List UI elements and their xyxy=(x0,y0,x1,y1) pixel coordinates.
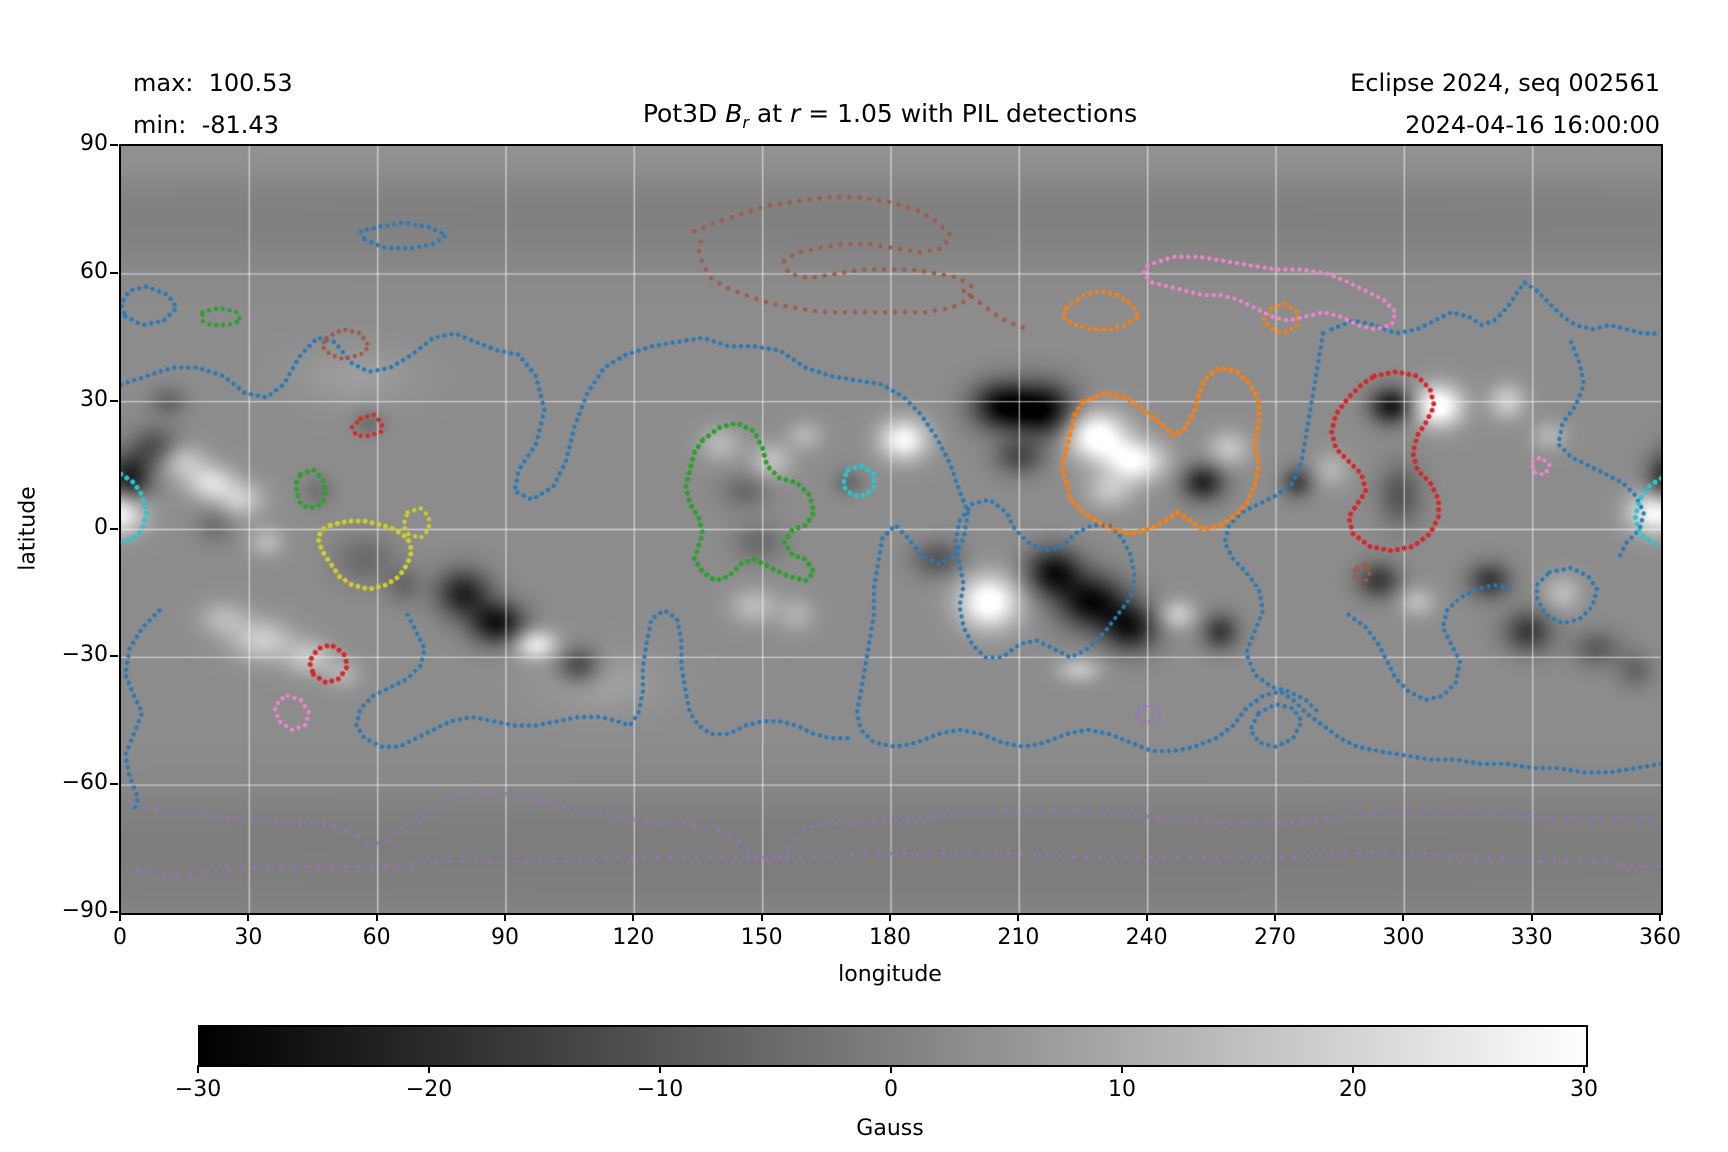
x-tick-label: 60 xyxy=(362,925,391,950)
title-r-variable: r xyxy=(790,99,801,128)
y-tick-label: −60 xyxy=(61,770,108,796)
colorbar xyxy=(198,1025,1588,1067)
colorbar-tick-label: −20 xyxy=(405,1077,453,1102)
annotation-min: min: -81.43 xyxy=(133,111,279,139)
y-tick-mark xyxy=(110,271,118,274)
colorbar-tick-label: 30 xyxy=(1570,1077,1598,1102)
colorbar-tick-label: −10 xyxy=(636,1077,684,1102)
title-mid: at xyxy=(748,99,790,128)
colorbar-tick-mark xyxy=(1352,1065,1354,1073)
y-tick-mark xyxy=(110,783,118,786)
colorbar-tick-mark xyxy=(428,1065,430,1073)
x-axis-label: longitude xyxy=(838,962,942,987)
x-tick-mark xyxy=(1017,913,1020,921)
x-tick-label: 360 xyxy=(1639,925,1681,950)
colorbar-tick-mark xyxy=(197,1065,199,1073)
x-tick-mark xyxy=(632,913,635,921)
x-tick-mark xyxy=(119,913,121,921)
colorbar-tick-mark xyxy=(1121,1065,1123,1073)
y-tick-mark xyxy=(110,655,118,658)
colorbar-tick-mark xyxy=(1583,1065,1585,1073)
plot-title: Pot3D Br at r = 1.05 with PIL detections xyxy=(120,99,1660,132)
x-tick-label: 30 xyxy=(234,925,263,950)
colorbar-label: Gauss xyxy=(856,1116,924,1141)
x-tick-label: 270 xyxy=(1254,925,1296,950)
annotation-timestamp: 2024-04-16 16:00:00 xyxy=(1405,111,1660,139)
x-tick-mark xyxy=(1274,913,1276,921)
colorbar-tick-label: 20 xyxy=(1339,1077,1367,1102)
magnetogram-canvas xyxy=(121,146,1661,913)
colorbar-tick-label: 10 xyxy=(1108,1077,1136,1102)
title-b-subscript: r xyxy=(742,113,749,132)
x-tick-label: 120 xyxy=(612,925,655,950)
x-tick-label: 300 xyxy=(1382,925,1425,950)
y-tick-label: 90 xyxy=(80,131,108,156)
y-tick-label: 30 xyxy=(80,386,108,412)
x-tick-label: 240 xyxy=(1125,925,1168,950)
x-tick-label: 330 xyxy=(1510,925,1553,950)
x-tick-label: 150 xyxy=(740,925,783,950)
x-tick-mark xyxy=(889,913,891,921)
x-tick-mark xyxy=(760,913,763,921)
y-tick-mark xyxy=(110,399,118,402)
title-prefix: Pot3D xyxy=(642,99,726,128)
title-b-variable: B xyxy=(725,99,743,128)
y-tick-mark xyxy=(110,911,118,913)
annotation-sequence: Eclipse 2024, seq 002561 xyxy=(1350,69,1660,97)
x-tick-mark xyxy=(1145,913,1148,921)
x-tick-mark xyxy=(1659,913,1661,921)
colorbar-tick-mark xyxy=(659,1065,661,1073)
y-tick-label: −90 xyxy=(61,898,108,923)
x-tick-label: 0 xyxy=(113,925,127,950)
title-suffix: = 1.05 with PIL detections xyxy=(800,99,1138,128)
y-tick-mark xyxy=(110,144,118,146)
x-tick-label: 90 xyxy=(491,925,519,950)
y-tick-mark xyxy=(110,527,118,530)
x-tick-mark xyxy=(504,913,506,921)
colorbar-tick-label: 0 xyxy=(884,1077,898,1102)
y-tick-label: −30 xyxy=(61,642,108,668)
colorbar-tick-label: −30 xyxy=(174,1077,222,1102)
y-tick-label: 60 xyxy=(80,258,108,284)
magnetogram-plot xyxy=(119,144,1663,915)
x-tick-label: 180 xyxy=(869,925,911,950)
x-tick-mark xyxy=(247,913,250,921)
x-tick-mark xyxy=(375,913,378,921)
x-tick-mark xyxy=(1530,913,1533,921)
x-tick-mark xyxy=(1402,913,1405,921)
x-tick-label: 210 xyxy=(997,925,1040,950)
y-tick-label: 0 xyxy=(94,514,108,540)
annotation-max: max: 100.53 xyxy=(133,69,293,97)
colorbar-tick-mark xyxy=(890,1065,892,1073)
